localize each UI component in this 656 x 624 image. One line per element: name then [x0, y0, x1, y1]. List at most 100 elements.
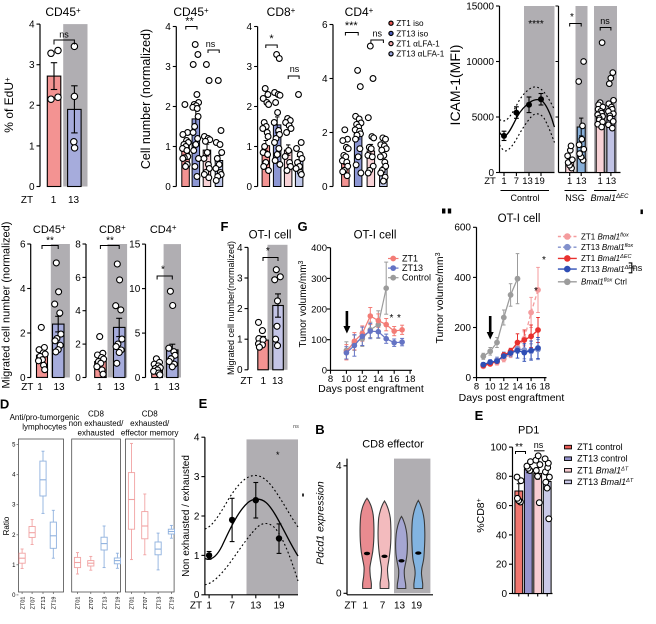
svg-text:ZT: ZT — [240, 376, 252, 387]
svg-text:13: 13 — [522, 176, 533, 187]
svg-text:1: 1 — [97, 382, 103, 393]
svg-text:CD8: CD8 — [88, 410, 105, 419]
svg-text:10000: 10000 — [466, 57, 494, 68]
svg-text:ZT19: ZT19 — [52, 597, 58, 610]
svg-text:4: 4 — [247, 22, 253, 33]
svg-text:***: *** — [345, 20, 359, 32]
svg-text:2: 2 — [237, 304, 243, 315]
svg-text:Bmal1ΔEC: Bmal1ΔEC — [591, 193, 630, 203]
svg-text:0: 0 — [322, 182, 328, 193]
svg-text:400: 400 — [311, 243, 327, 254]
svg-text:0: 0 — [12, 593, 16, 599]
svg-text:*: * — [266, 246, 270, 257]
svg-text:ZT: ZT — [344, 601, 356, 612]
svg-text:0: 0 — [75, 373, 81, 384]
svg-text:8: 8 — [75, 239, 81, 250]
svg-text:*: * — [161, 265, 165, 276]
svg-text:2: 2 — [29, 101, 35, 112]
svg-text:3: 3 — [194, 472, 200, 483]
svg-text:100: 100 — [311, 335, 327, 346]
svg-text:4: 4 — [29, 20, 35, 31]
svg-text:ZT07: ZT07 — [143, 597, 149, 610]
svg-text:ns: ns — [633, 263, 643, 273]
svg-text:13: 13 — [576, 176, 587, 187]
svg-text:10: 10 — [129, 284, 141, 295]
svg-text:10: 10 — [341, 374, 352, 385]
svg-text:15000: 15000 — [466, 1, 494, 12]
svg-text:20: 20 — [496, 560, 508, 571]
svg-text:%CD8+: %CD8+ — [475, 498, 487, 532]
svg-text:CD4+: CD4+ — [345, 5, 374, 19]
svg-text:2: 2 — [194, 511, 200, 522]
svg-text:Control: Control — [510, 193, 539, 203]
svg-text:Bmal1flox Ctrl: Bmal1flox Ctrl — [581, 278, 627, 287]
svg-text:2: 2 — [165, 102, 171, 113]
svg-text:2: 2 — [20, 328, 26, 339]
svg-text:ZT1 control: ZT1 control — [577, 442, 623, 452]
svg-text:**: ** — [46, 236, 54, 247]
svg-text:ZT01: ZT01 — [76, 597, 82, 610]
svg-text:13: 13 — [68, 195, 80, 206]
svg-text:Non exhausted / exhausted: Non exhausted / exhausted — [181, 455, 192, 577]
svg-text:CD8+: CD8+ — [267, 5, 296, 19]
svg-text:ns: ns — [59, 30, 69, 40]
svg-text:OT-I cell: OT-I cell — [249, 230, 292, 242]
svg-text:18: 18 — [405, 374, 416, 385]
svg-text:D: D — [0, 397, 9, 412]
svg-text:5: 5 — [135, 328, 141, 339]
svg-text:100: 100 — [490, 442, 507, 453]
svg-text:ZT13: ZT13 — [102, 597, 108, 610]
svg-text:ZT13: ZT13 — [156, 597, 162, 610]
svg-text:12: 12 — [499, 382, 510, 393]
svg-text:0: 0 — [237, 365, 243, 376]
svg-text:16: 16 — [389, 374, 400, 385]
svg-text:ZT1 Bmal1flox: ZT1 Bmal1flox — [581, 232, 629, 241]
svg-text:1: 1 — [363, 601, 369, 612]
svg-text:7: 7 — [514, 176, 519, 187]
svg-text:400: 400 — [454, 273, 471, 284]
svg-text:1: 1 — [165, 142, 171, 153]
svg-text:1: 1 — [29, 141, 35, 152]
svg-text:1: 1 — [37, 382, 43, 393]
svg-text:ZT19: ZT19 — [116, 597, 122, 610]
svg-text:0: 0 — [20, 373, 26, 384]
svg-text:80: 80 — [496, 472, 508, 483]
svg-text:****: **** — [528, 19, 544, 30]
svg-text:13: 13 — [394, 601, 406, 612]
svg-text:1: 1 — [598, 176, 603, 187]
svg-text:3: 3 — [12, 503, 16, 509]
svg-text:ICAM-1(MFI): ICAM-1(MFI) — [447, 45, 463, 126]
svg-text:Tumor volume/mm3: Tumor volume/mm3 — [434, 252, 446, 343]
svg-text:ZT13 iso: ZT13 iso — [396, 29, 428, 38]
svg-text:0: 0 — [29, 182, 35, 193]
svg-text:15: 15 — [129, 240, 141, 251]
svg-text:ZT1 Bmal1ΔT: ZT1 Bmal1ΔT — [577, 465, 629, 475]
svg-text:14: 14 — [373, 374, 384, 385]
svg-text:*: * — [534, 286, 538, 297]
svg-text:13: 13 — [606, 176, 617, 187]
svg-text:2: 2 — [247, 102, 253, 113]
svg-text:ZT13 Bmal1ΔEC: ZT13 Bmal1ΔEC — [581, 265, 636, 274]
svg-text:0: 0 — [465, 373, 471, 384]
svg-text:3: 3 — [29, 60, 35, 71]
svg-text:4: 4 — [237, 243, 243, 254]
svg-text:0: 0 — [135, 373, 141, 384]
svg-text:exhausted/: exhausted/ — [130, 419, 170, 428]
svg-text:Pdcd1 expression: Pdcd1 expression — [315, 481, 327, 565]
svg-text:NSG: NSG — [565, 193, 585, 203]
svg-text:19: 19 — [273, 601, 285, 612]
svg-text:**: ** — [185, 16, 194, 28]
svg-text:13: 13 — [169, 382, 181, 393]
svg-text:non exhausted/: non exhausted/ — [69, 419, 124, 428]
svg-text:ZT07: ZT07 — [30, 597, 36, 610]
svg-text:ZT19: ZT19 — [170, 597, 176, 610]
svg-text:ZT1 iso: ZT1 iso — [396, 19, 424, 28]
svg-text:12: 12 — [357, 374, 368, 385]
svg-text:13: 13 — [114, 382, 126, 393]
svg-text:Ratio: Ratio — [2, 516, 11, 535]
svg-text:600: 600 — [454, 223, 471, 234]
svg-text:ZT1: ZT1 — [402, 254, 418, 264]
svg-text:ns: ns — [293, 424, 299, 430]
svg-text:200: 200 — [454, 323, 471, 334]
svg-text:ZT13 αLFA-1: ZT13 αLFA-1 — [396, 50, 444, 59]
